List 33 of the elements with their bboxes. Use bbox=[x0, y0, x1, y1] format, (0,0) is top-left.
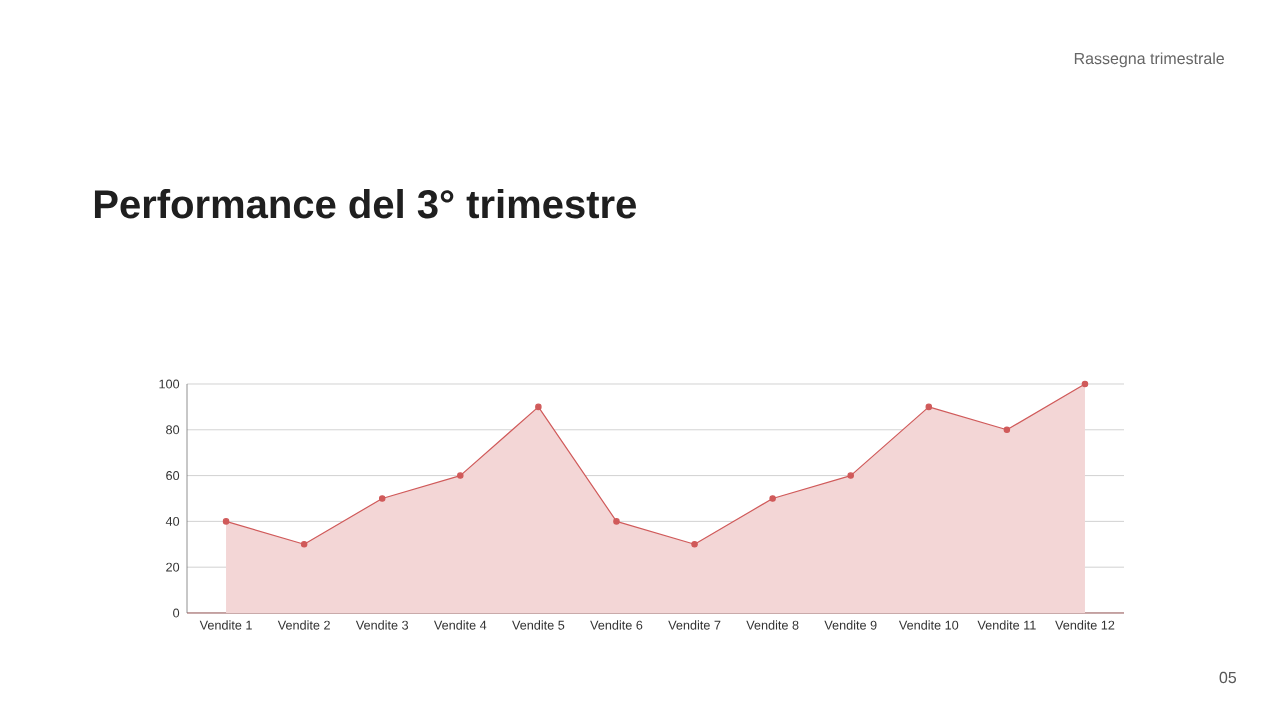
x-tick-label: Vendite 7 bbox=[668, 620, 721, 630]
text: Rassegna trimestrale bbox=[1074, 52, 1224, 68]
y-tick-label: 20 bbox=[166, 562, 180, 572]
point bbox=[1081, 380, 1089, 388]
x-tick-label: Vendite 6 bbox=[590, 620, 643, 630]
point bbox=[457, 472, 464, 479]
point bbox=[1003, 426, 1011, 434]
point bbox=[925, 403, 933, 411]
point bbox=[378, 495, 386, 502]
point bbox=[222, 518, 230, 525]
point bbox=[300, 541, 308, 548]
point bbox=[769, 495, 776, 502]
text: 05 bbox=[1219, 671, 1237, 684]
y-tick-label: 0 bbox=[173, 608, 180, 618]
x-tick-label: Vendite 1 bbox=[199, 620, 252, 630]
point bbox=[691, 541, 698, 548]
x-tick-label: Vendite 4 bbox=[433, 620, 487, 630]
x-tick-label: Vendite 3 bbox=[355, 620, 409, 630]
x-tick-label: Vendite 2 bbox=[277, 620, 330, 630]
y-tick-label: 80 bbox=[166, 425, 180, 435]
y-tick-label: 40 bbox=[165, 516, 180, 526]
point bbox=[535, 403, 542, 411]
x-tick-label: Vendite 8 bbox=[746, 620, 799, 630]
x-tick-label: Vendite 10 bbox=[898, 620, 959, 630]
x-tick-label: Vendite 12 bbox=[1055, 620, 1115, 630]
chart-title: Performance del 3° trimestre bbox=[94, 189, 636, 219]
x-tick-label: Vendite 9 bbox=[824, 620, 877, 630]
point bbox=[613, 518, 620, 525]
x-tick-label: Vendite 5 bbox=[512, 620, 565, 630]
x-tick-label: Vendite 11 bbox=[977, 620, 1036, 630]
y-tick-label: 100 bbox=[159, 379, 180, 389]
y-tick-label: 60 bbox=[166, 471, 180, 481]
point bbox=[847, 472, 854, 479]
